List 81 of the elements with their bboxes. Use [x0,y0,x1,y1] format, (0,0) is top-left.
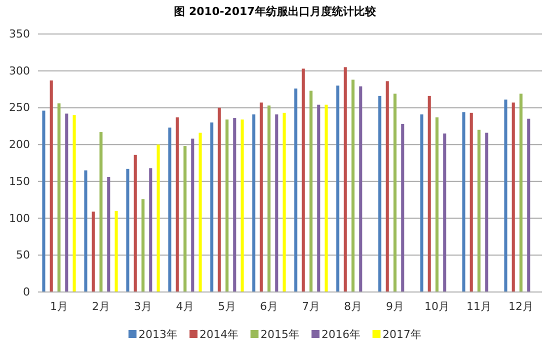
bar [336,86,340,292]
bar [519,94,523,292]
bar [191,138,194,292]
bar [324,104,328,292]
x-tick-label: 9月 [386,300,404,313]
bar [149,168,152,292]
x-tick-label: 2月 [92,300,110,313]
bar [428,96,431,292]
bar [294,88,298,292]
bar [317,104,320,292]
bar [309,90,313,292]
x-tick-label: 1月 [50,300,68,313]
bar [126,168,130,292]
bar [168,128,172,292]
y-tick-label: 300 [9,64,30,78]
x-tick-label: 7月 [302,300,320,313]
bar [527,118,530,292]
x-tick-label: 8月 [344,300,362,313]
bar [225,120,229,292]
bar [401,124,404,292]
bar [218,108,221,292]
y-tick-label: 100 [9,212,30,225]
bar [351,80,355,292]
y-tick-label: 200 [9,138,30,152]
bar [107,177,110,292]
bar [176,117,179,292]
bar [84,170,88,292]
bar [198,132,202,292]
y-tick-label: 0 [23,286,30,299]
x-tick-label: 6月 [260,300,278,313]
bar [443,134,446,292]
bar [183,146,187,292]
x-tick-label: 11月 [466,300,492,313]
bar [114,210,118,292]
bar [233,118,236,292]
y-tick-label: 350 [9,28,30,41]
bar [260,102,263,292]
bar [134,154,137,292]
bar [99,132,103,292]
x-tick-label: 3月 [134,300,152,313]
bar [92,212,95,292]
y-tick-label: 250 [9,101,30,114]
legend-label: 2015年 [260,328,300,341]
legend-label: 2014年 [200,328,238,341]
bar [50,80,53,292]
bar [42,110,46,292]
bar [435,117,439,292]
bar [462,112,466,292]
bar [302,68,305,292]
bar [57,103,61,292]
x-tick-label: 4月 [176,300,194,313]
y-tick-label: 150 [9,174,30,188]
bar [470,112,473,292]
legend-label: 2013年 [138,328,178,341]
bar [420,114,424,292]
bar [267,106,271,292]
chart-title: 图 2010-2017年纺服出口月度统计比较 [174,5,377,18]
bar [504,100,508,292]
bar [72,115,76,292]
x-tick-label: 10月 [424,300,450,313]
y-tick-label: 50 [16,248,30,262]
x-tick-label: 5月 [218,300,236,313]
bar [359,86,362,292]
bar [275,114,278,292]
x-tick-label: 12月 [508,300,534,313]
legend-label: 2016年 [322,328,360,341]
bar [141,199,145,292]
bar [393,94,397,292]
bar [344,67,347,292]
bar [252,114,256,292]
bar [210,122,214,292]
bar [378,96,382,292]
bar [65,114,68,292]
bar [485,132,488,292]
bar [156,144,160,292]
bar [282,112,286,292]
bar [477,130,481,292]
bar [512,102,515,292]
bar [386,81,389,292]
bar [240,120,244,292]
legend-label: 2017年 [382,328,422,341]
